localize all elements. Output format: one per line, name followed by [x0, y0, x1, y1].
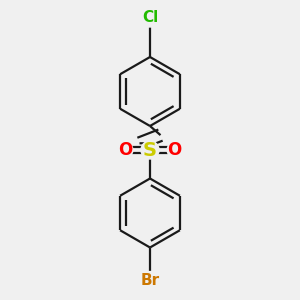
Circle shape [141, 9, 159, 27]
Text: Br: Br [140, 273, 160, 288]
Text: Cl: Cl [142, 11, 158, 26]
Circle shape [141, 141, 159, 159]
Text: S: S [143, 140, 157, 160]
Circle shape [118, 142, 133, 158]
Circle shape [141, 272, 159, 290]
Text: O: O [118, 141, 133, 159]
Circle shape [167, 142, 182, 158]
Text: O: O [167, 141, 182, 159]
